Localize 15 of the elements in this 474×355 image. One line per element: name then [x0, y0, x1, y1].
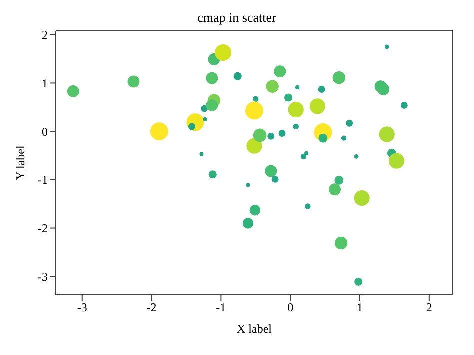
chart-title: cmap in scatter [196, 10, 278, 26]
y-tick-label: -3 [38, 270, 48, 284]
y-tick-label: 2 [42, 28, 48, 42]
y-axis-title: Y label [13, 145, 28, 180]
y-tick-label: -1 [38, 173, 48, 188]
x-axis-title: X label [237, 322, 273, 336]
x-tick-label: 2 [426, 300, 432, 315]
y-tick-label: 0 [42, 124, 48, 139]
y-tick-label: 1 [42, 76, 48, 90]
x-tick-label: 1 [356, 300, 363, 315]
y-tick-label: -2 [38, 222, 48, 236]
x-tick-label: -1 [216, 300, 226, 315]
x-tick-label: -3 [77, 300, 88, 315]
x-tick-label: -2 [146, 300, 157, 315]
x-tick-label: 0 [288, 300, 294, 315]
